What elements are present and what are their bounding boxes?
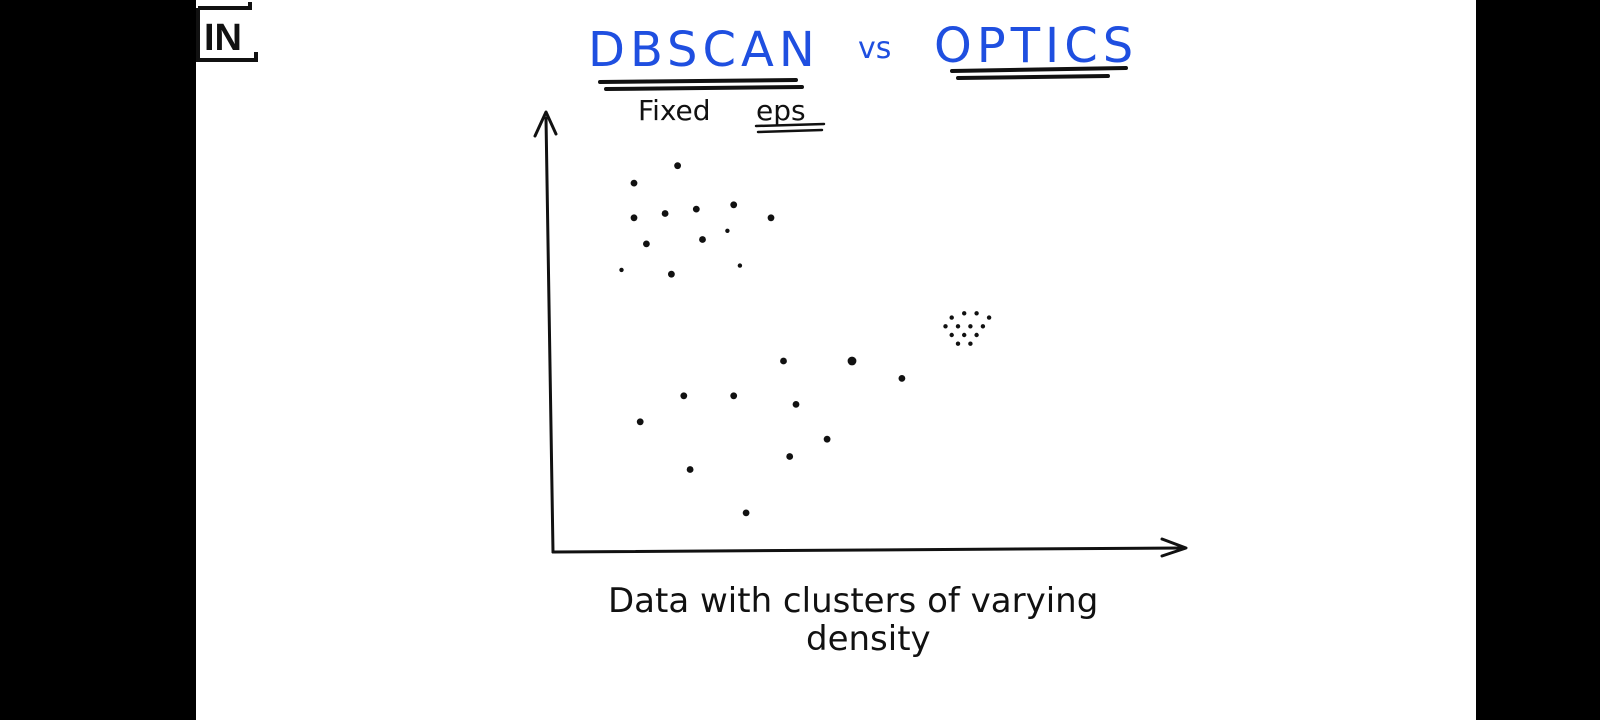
slide-canvas: DBSCAN vs OPTICS Fixed eps (533, 18, 1188, 659)
data-point (898, 375, 906, 382)
data-point (955, 324, 961, 329)
title-dbscan: DBSCAN (588, 22, 820, 78)
data-point (742, 509, 750, 517)
data-point (636, 418, 644, 426)
data-point (619, 267, 624, 273)
data-point (767, 214, 775, 222)
title-vs: vs (858, 31, 891, 66)
data-point (630, 179, 638, 187)
data-point (847, 356, 857, 366)
data-point (699, 236, 706, 243)
x-axis-arrowhead (1160, 537, 1188, 558)
x-axis (551, 546, 1184, 554)
data-point (661, 210, 669, 217)
data-point (780, 357, 787, 365)
data-point (968, 324, 973, 329)
y-axis-arrowhead (533, 110, 558, 138)
data-point (949, 315, 954, 320)
data-point (968, 341, 973, 346)
axes (533, 110, 1188, 558)
data-point (986, 315, 992, 320)
data-point (974, 332, 979, 338)
data-point (686, 466, 694, 473)
data-point (949, 332, 954, 338)
underline-dbscan (598, 78, 804, 91)
data-point (643, 240, 650, 248)
title-group: DBSCAN vs OPTICS (588, 18, 1138, 91)
scatter-points (619, 162, 992, 517)
title-optics: OPTICS (934, 18, 1138, 74)
in-logo-icon: IN (196, 2, 258, 62)
data-point (680, 392, 688, 400)
data-point (674, 162, 681, 170)
data-point (730, 201, 738, 209)
data-point (630, 214, 638, 222)
data-point (955, 341, 961, 346)
data-point (974, 311, 979, 316)
data-point (792, 401, 800, 408)
data-point (725, 228, 730, 233)
underline-eps (754, 122, 826, 134)
data-point (962, 311, 967, 316)
caption-group: Data with clusters of varying density (608, 581, 1098, 659)
subtitle-fixed: Fixed (638, 94, 711, 127)
subtitle-eps: eps (756, 94, 806, 127)
data-point (786, 453, 794, 460)
caption-line-2: density (806, 619, 931, 659)
data-point (737, 263, 743, 268)
y-axis (544, 116, 555, 554)
subtitle-group: Fixed eps (638, 94, 826, 134)
data-point (823, 435, 831, 443)
data-point (730, 392, 738, 400)
data-point (943, 324, 948, 329)
data-point (962, 332, 967, 338)
logo-text: IN (204, 17, 242, 59)
data-point (692, 205, 700, 213)
data-point (668, 270, 675, 278)
underline-optics (950, 66, 1128, 80)
whiteboard-slide: DBSCAN vs OPTICS Fixed eps (196, 0, 1476, 720)
data-point (980, 324, 986, 329)
caption-line-1: Data with clusters of varying (608, 581, 1098, 621)
